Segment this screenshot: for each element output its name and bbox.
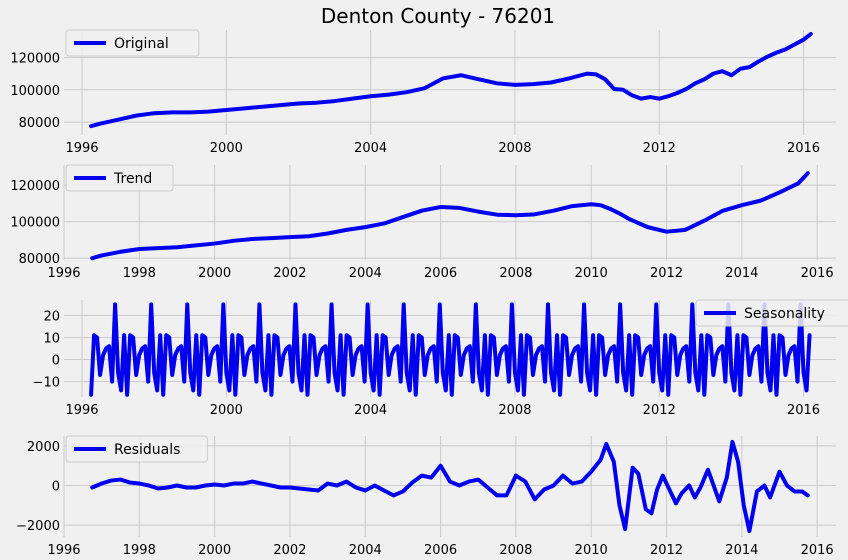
seasonality-series-line bbox=[89, 302, 812, 397]
trend-y-tick-label: 100000 bbox=[10, 216, 60, 231]
trend-series-line bbox=[90, 171, 810, 261]
residuals-legend: Residuals bbox=[65, 435, 208, 463]
seasonality-x-tick-label: 2000 bbox=[210, 403, 243, 418]
residuals-y-tick-label: 2000 bbox=[27, 440, 60, 455]
trend-x-tick-label: 2016 bbox=[801, 266, 834, 281]
residuals-x-tick-label: 2000 bbox=[198, 543, 231, 558]
trend-legend-label: Trend bbox=[113, 171, 152, 187]
original-x-tick-label: 2016 bbox=[787, 141, 820, 156]
seasonality-legend: Seasonality bbox=[695, 299, 848, 327]
trend-y-tick-label: 120000 bbox=[10, 179, 60, 194]
trend-x-tick-label: 2014 bbox=[725, 266, 758, 281]
trend-x-tick-label: 2000 bbox=[198, 266, 231, 281]
original-legend-box bbox=[65, 29, 200, 57]
residuals-legend-label: Residuals bbox=[114, 442, 180, 458]
residuals-panel: 1996 1998 2000 2002 2004 2006 2008 2010 2012 2014… bbox=[16, 435, 836, 558]
residuals-x-tick-label: 2006 bbox=[424, 543, 457, 558]
residuals-x-tick-label: 1996 bbox=[47, 543, 80, 558]
residuals-x-tick-label: 2002 bbox=[273, 543, 306, 558]
trend-x-tick-label: 2010 bbox=[575, 266, 608, 281]
residuals-y-tick-label: 0 bbox=[52, 480, 60, 495]
seasonality-x-tick-label: 2004 bbox=[354, 403, 387, 418]
residuals-x-tick-label: 1998 bbox=[123, 543, 156, 558]
original-y-tick-label: 120000 bbox=[10, 51, 60, 66]
trend-x-tick-label: 1996 bbox=[47, 266, 80, 281]
original-y-tick-label: 80000 bbox=[19, 116, 60, 131]
trend-legend: Trend bbox=[65, 164, 174, 192]
original-y-tick-label: 100000 bbox=[10, 84, 60, 99]
original-x-tick-label: 2004 bbox=[354, 141, 387, 156]
trend-x-tick-label: 2012 bbox=[650, 266, 683, 281]
original-series-line bbox=[89, 32, 813, 129]
trend-x-tick-label: 2006 bbox=[424, 266, 457, 281]
seasonality-x-tick-label: 2008 bbox=[498, 403, 531, 418]
trend-legend-box bbox=[65, 164, 174, 192]
residuals-x-tick-label: 2016 bbox=[801, 543, 834, 558]
residuals-x-tick-label: 2012 bbox=[650, 543, 683, 558]
original-legend: Original bbox=[65, 29, 200, 57]
residuals-x-tick-label: 2008 bbox=[499, 543, 532, 558]
trend-y-tick-label: 80000 bbox=[19, 252, 60, 267]
original-x-tick-label: 2008 bbox=[498, 141, 531, 156]
residuals-series-line bbox=[90, 439, 810, 534]
trend-x-tick-label: 1998 bbox=[123, 266, 156, 281]
chart-title: Denton County - 76201 bbox=[321, 4, 555, 28]
residuals-x-tick-label: 2014 bbox=[725, 543, 758, 558]
seasonality-legend-box bbox=[695, 299, 848, 327]
trend-panel: 1996 1998 2000 2002 2004 2006 2008 2010 2012 2014… bbox=[10, 164, 836, 281]
seasonality-panel: 1996 2000 2004 2008 2012 2016 20 10 0 −10 Seasonal… bbox=[33, 299, 848, 418]
seasonality-x-tick-label: 1996 bbox=[65, 403, 98, 418]
residuals-legend-box bbox=[65, 435, 208, 463]
original-panel: 1996 2000 2004 2008 2012 2016 80000 100000 12000… bbox=[10, 29, 836, 156]
seasonality-y-tick-label: 20 bbox=[43, 309, 60, 324]
seasonality-y-tick-label: −10 bbox=[33, 376, 60, 391]
trend-x-tick-label: 2002 bbox=[273, 266, 306, 281]
trend-x-tick-label: 2004 bbox=[349, 266, 382, 281]
seasonality-y-tick-label: 0 bbox=[52, 354, 60, 369]
residuals-x-tick-label: 2004 bbox=[349, 543, 382, 558]
seasonality-y-tick-label: 10 bbox=[43, 331, 60, 346]
residuals-x-tick-label: 2010 bbox=[575, 543, 608, 558]
original-legend-label: Original bbox=[114, 36, 169, 52]
original-x-tick-label: 2000 bbox=[210, 141, 243, 156]
seasonality-legend-label: Seasonality bbox=[744, 306, 825, 322]
seasonality-x-tick-label: 2012 bbox=[643, 403, 676, 418]
trend-x-tick-label: 2008 bbox=[499, 266, 532, 281]
residuals-y-tick-label: −2000 bbox=[16, 519, 60, 534]
seasonality-x-tick-label: 2016 bbox=[787, 403, 820, 418]
original-x-tick-label: 2012 bbox=[643, 141, 676, 156]
original-x-tick-label: 1996 bbox=[65, 141, 98, 156]
